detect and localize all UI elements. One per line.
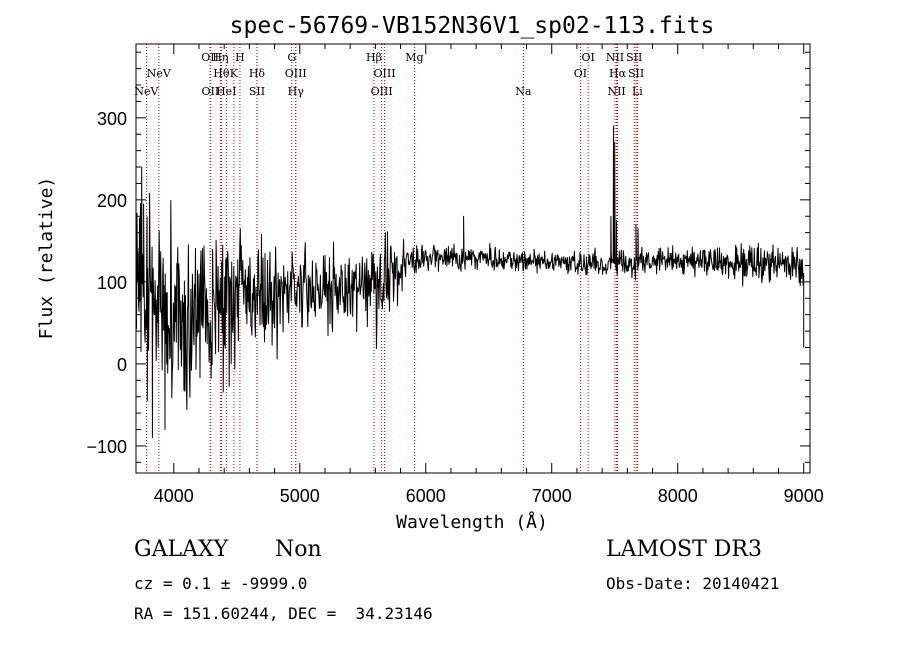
axis-ticks <box>136 44 810 473</box>
y-tick-label: 100 <box>97 273 127 293</box>
obs-date-text: Obs-Date: 20140421 <box>606 574 780 593</box>
x-tick-label: 5000 <box>280 486 320 506</box>
line-marker-label: HeI <box>216 85 236 98</box>
line-marker-label: OII <box>201 51 219 64</box>
y-tick-label: 300 <box>97 109 127 129</box>
y-axis-label: Flux (relative) <box>36 177 57 340</box>
survey-label: LAMOST DR3 <box>606 537 762 562</box>
line-marker-label: SII <box>628 67 644 80</box>
line-marker-label: OIII <box>285 67 307 80</box>
object-subclass-label: Non <box>275 537 322 562</box>
redshift-text: cz = 0.1 ± -9999.0 <box>134 574 308 593</box>
line-marker-label: Hγ <box>288 85 305 98</box>
line-marker-label: NII <box>606 51 624 64</box>
x-tick-label: 7000 <box>532 486 572 506</box>
line-marker-label: OI <box>581 51 594 64</box>
line-marker-label: NeV <box>147 67 172 80</box>
y-tick-labels: −100 0 100 200 300 <box>86 109 127 457</box>
x-tick-label: 8000 <box>658 486 698 506</box>
x-tick-label: 9000 <box>784 486 824 506</box>
line-marker-label: Hη <box>212 51 228 64</box>
y-tick-label: 0 <box>117 355 127 375</box>
line-marker-label: Hδ <box>249 67 266 80</box>
line-marker-label: Li <box>632 85 643 98</box>
y-tick-label: −100 <box>86 437 127 457</box>
object-class-label: GALAXY <box>134 537 229 562</box>
line-marker-label: OIII <box>371 85 393 98</box>
line-marker-label: NeV <box>134 85 159 98</box>
line-marker-label: K <box>230 67 239 80</box>
line-marker-label: G <box>287 51 296 64</box>
emission-line-labels: NeVNeVOIIOIIHηHθHeIKHHδSIIGOIIIHγHβOIIIO… <box>134 51 644 98</box>
line-marker-label: Mg <box>405 51 423 64</box>
chart-title: spec-56769-VB152N36V1_sp02-113.fits <box>230 13 715 39</box>
line-marker-label: Hβ <box>366 51 382 64</box>
line-marker-label: OIII <box>374 67 396 80</box>
line-marker-label: Hθ <box>213 67 230 80</box>
emission-line-markers <box>145 44 638 473</box>
x-tick-label: 4000 <box>154 486 194 506</box>
x-tick-label: 6000 <box>406 486 446 506</box>
plot-frame <box>135 43 811 474</box>
y-tick-label: 200 <box>97 191 127 211</box>
line-marker-label: H <box>235 51 245 64</box>
line-marker-label: OI <box>574 67 587 80</box>
line-marker-label: OII <box>201 85 219 98</box>
line-marker-label: SII <box>249 85 265 98</box>
line-marker-label: Na <box>515 85 532 98</box>
line-marker-label: SII <box>626 51 642 64</box>
x-tick-labels: 4000 5000 6000 7000 8000 9000 <box>154 486 824 506</box>
spectrum-line <box>135 125 805 439</box>
x-axis-label: Wavelength (Å) <box>396 511 548 533</box>
coordinates-text: RA = 151.60244, DEC = 34.23146 <box>134 604 433 623</box>
line-marker-label: Hα <box>609 67 627 80</box>
line-marker-label: NII <box>607 85 625 98</box>
